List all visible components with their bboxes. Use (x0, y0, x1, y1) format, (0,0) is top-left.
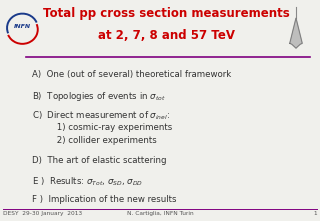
Text: E )  Results: $\sigma_{Tot}$, $\sigma_{SD}$, $\sigma_{DD}$: E ) Results: $\sigma_{Tot}$, $\sigma_{SD… (32, 176, 143, 188)
Text: C)  Direct measurement of $\sigma_{inel}$:: C) Direct measurement of $\sigma_{inel}$… (32, 109, 170, 122)
Text: DESY  29-30 January  2013: DESY 29-30 January 2013 (3, 211, 82, 216)
Text: 1: 1 (313, 211, 317, 216)
Text: at 2, 7, 8 and 57 TeV: at 2, 7, 8 and 57 TeV (98, 29, 235, 42)
Text: 2) collider experiments: 2) collider experiments (32, 136, 157, 145)
Polygon shape (290, 18, 302, 48)
Text: D)  The art of elastic scattering: D) The art of elastic scattering (32, 156, 166, 165)
Text: Total pp cross section measurements: Total pp cross section measurements (43, 7, 290, 20)
Text: B)  Topologies of events in $\sigma_{tot}$: B) Topologies of events in $\sigma_{tot}… (32, 90, 166, 103)
Text: 1) cosmic-ray experiments: 1) cosmic-ray experiments (32, 123, 172, 132)
Text: INFN: INFN (14, 24, 31, 29)
Text: N. Cartiglia, INFN Turin: N. Cartiglia, INFN Turin (127, 211, 193, 216)
Text: F )  Implication of the new results: F ) Implication of the new results (32, 195, 177, 204)
Text: A)  One (out of several) theoretical framework: A) One (out of several) theoretical fram… (32, 70, 231, 79)
